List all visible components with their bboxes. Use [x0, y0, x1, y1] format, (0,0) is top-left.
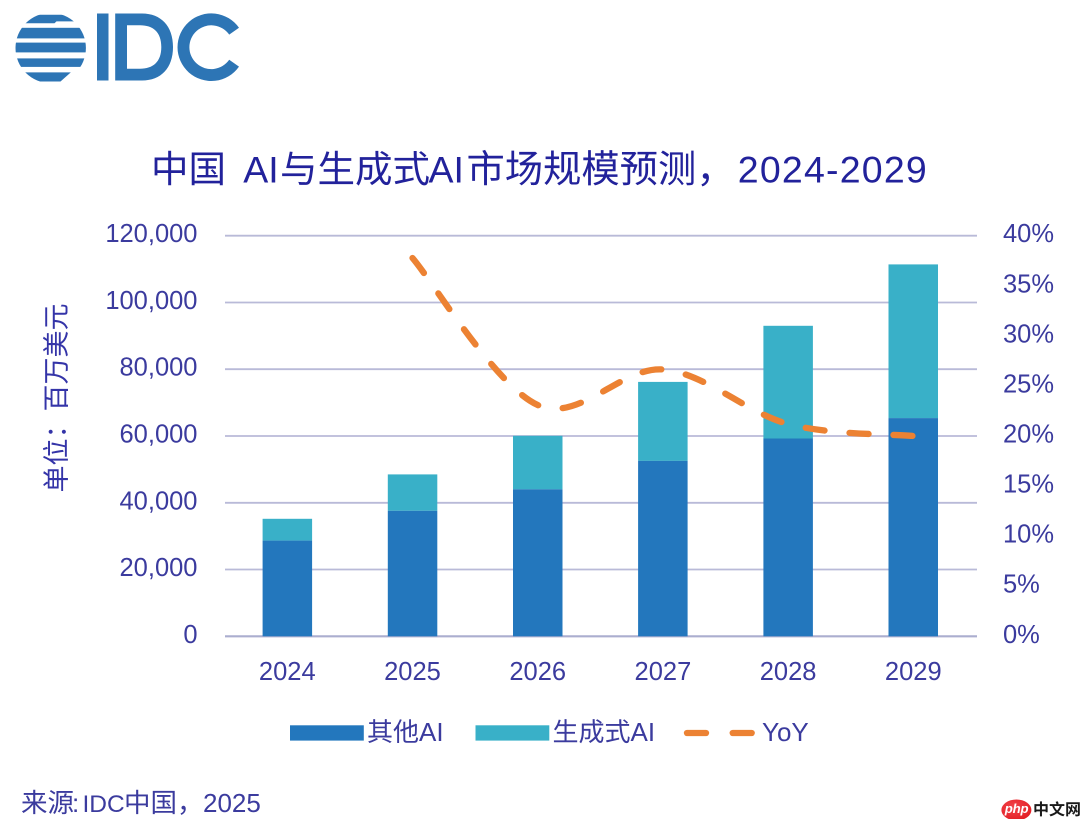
svg-text:2025: 2025 [384, 658, 441, 686]
svg-text:2027: 2027 [635, 658, 692, 686]
svg-text:60,000: 60,000 [120, 421, 198, 449]
svg-text:2029: 2029 [885, 658, 942, 686]
svg-text:2024-2029: 2024-2029 [738, 148, 928, 190]
svg-text:20,000: 20,000 [120, 554, 198, 582]
svg-text:AI: AI [419, 717, 444, 747]
svg-text:2024: 2024 [259, 658, 316, 686]
svg-text:20%: 20% [1003, 421, 1054, 449]
svg-text:AI: AI [243, 148, 278, 190]
svg-text:IDC: IDC [83, 791, 125, 818]
svg-text:AI: AI [631, 717, 656, 747]
svg-text:40,000: 40,000 [120, 487, 198, 515]
svg-text:120,000: 120,000 [105, 220, 197, 248]
svg-text:YoY: YoY [762, 717, 809, 747]
svg-text:2025: 2025 [203, 788, 261, 818]
svg-text:10%: 10% [1003, 521, 1054, 549]
svg-text:35%: 35% [1003, 270, 1054, 298]
svg-text:40%: 40% [1003, 220, 1054, 248]
svg-text:0: 0 [183, 621, 197, 649]
svg-text:2026: 2026 [509, 658, 566, 686]
svg-text:15%: 15% [1003, 471, 1054, 499]
svg-text:php: php [1004, 801, 1029, 816]
svg-text:0%: 0% [1003, 621, 1040, 649]
svg-text:AI: AI [429, 148, 464, 190]
svg-text:30%: 30% [1003, 320, 1054, 348]
svg-text:80,000: 80,000 [120, 354, 198, 382]
svg-text:25%: 25% [1003, 370, 1054, 398]
svg-text::: : [72, 788, 79, 818]
svg-text:2028: 2028 [760, 658, 817, 686]
svg-text:100,000: 100,000 [105, 287, 197, 315]
svg-text:5%: 5% [1003, 571, 1040, 599]
